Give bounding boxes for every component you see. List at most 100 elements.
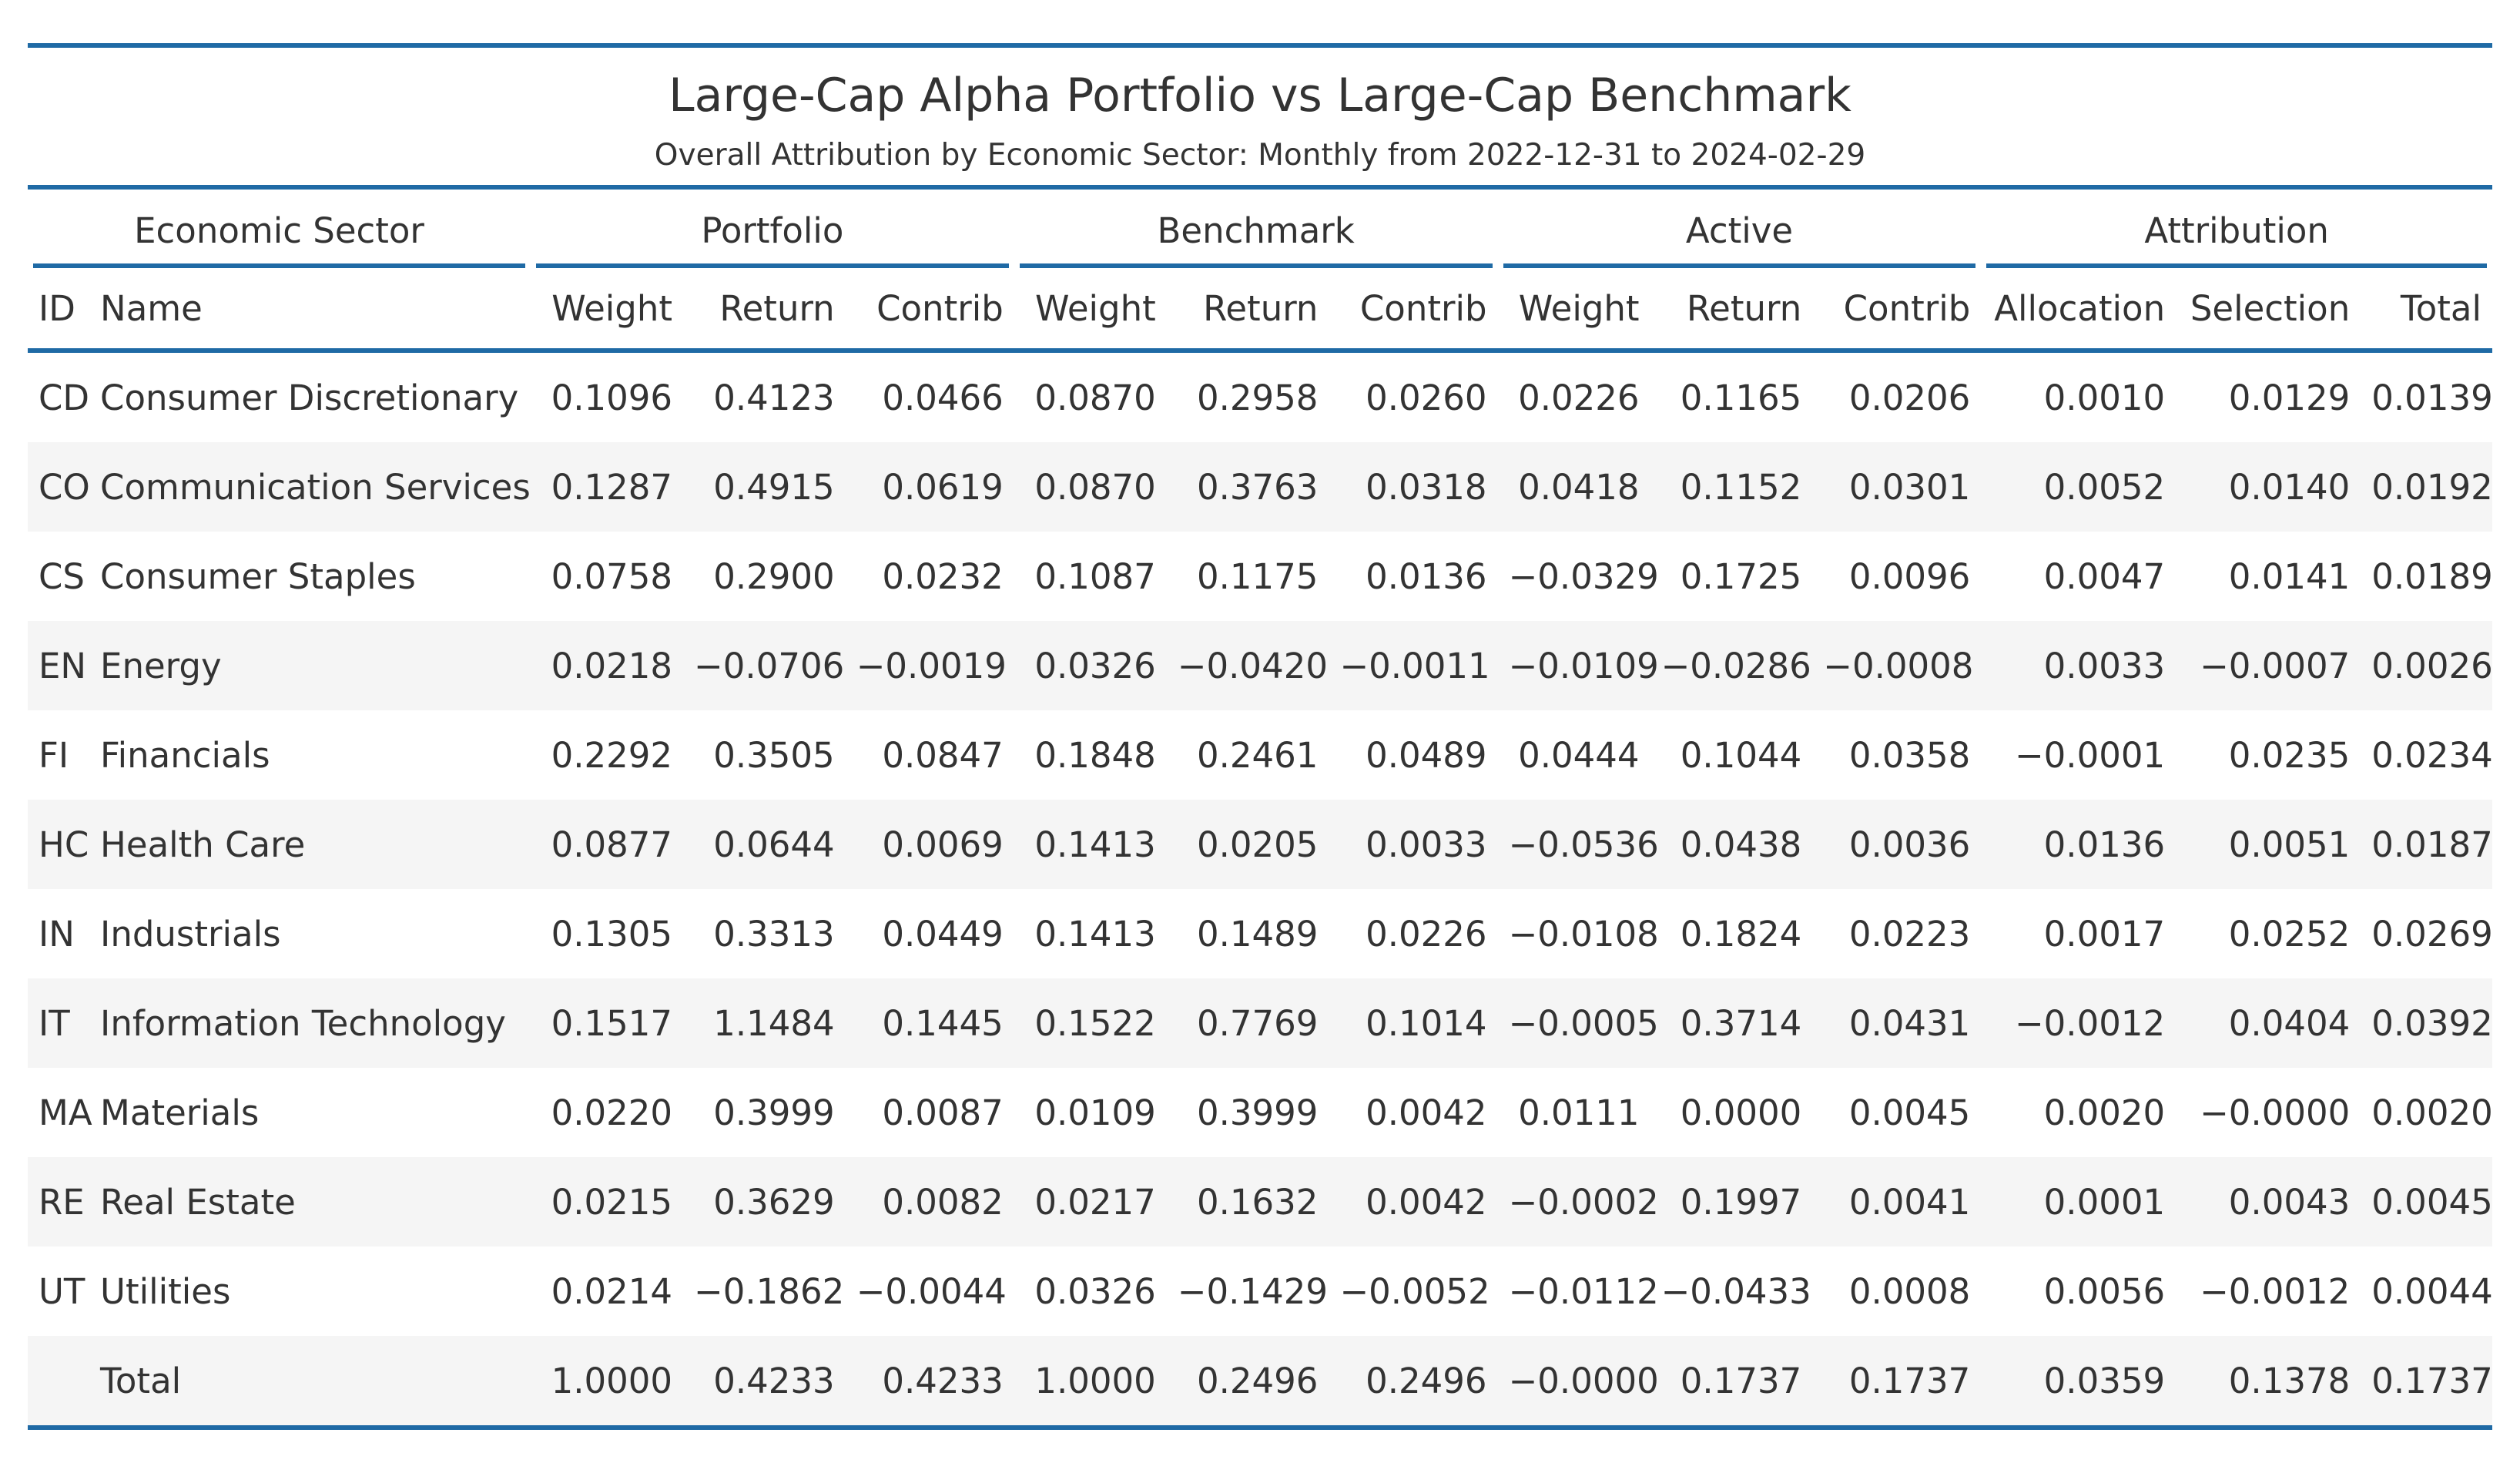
cell-benchmark-weight: 0.0217 bbox=[1014, 1157, 1167, 1247]
cell-name: Industrials bbox=[100, 913, 281, 955]
cell-active-contrib: 0.1737 bbox=[1812, 1336, 1982, 1430]
cell-total: 0.0187 bbox=[2361, 800, 2493, 889]
col-header-selection: Selection bbox=[2176, 268, 2361, 353]
cell-selection: 0.1378 bbox=[2176, 1336, 2361, 1430]
cell-allocation: 0.0047 bbox=[2043, 555, 2166, 597]
table-row: HC Health Care 0.0877 0.0644 0.0069 0.1413 0.0… bbox=[28, 800, 2493, 889]
cell-active-weight: −0.0109 bbox=[1497, 621, 1659, 710]
cell-allocation: 0.0359 bbox=[1981, 1336, 2177, 1430]
cell-selection: 0.0043 bbox=[2176, 1157, 2361, 1247]
col-header-allocation: Allocation bbox=[1981, 268, 2177, 353]
cell-total: 0.0234 bbox=[2371, 734, 2493, 776]
cell-total: 0.0045 bbox=[2361, 1157, 2493, 1247]
cell-id bbox=[28, 1336, 90, 1430]
cell-name: Materials bbox=[100, 1092, 260, 1133]
cell-active-return: 0.0000 bbox=[1680, 1092, 1802, 1133]
top-rule bbox=[28, 43, 2492, 48]
table-row: MA Materials 0.0220 0.3999 0.0087 0.0109 0.399… bbox=[28, 1068, 2493, 1157]
cell-benchmark-contrib: 0.0226 bbox=[1366, 913, 1487, 955]
cell-portfolio-weight: 0.2292 bbox=[551, 734, 673, 776]
cell-benchmark-weight: 0.1522 bbox=[1014, 978, 1167, 1068]
cell-benchmark-weight: 0.0870 bbox=[1034, 377, 1156, 418]
cell-active-contrib: 0.0358 bbox=[1848, 734, 1971, 776]
column-header-row: ID Name Weight Return Contrib Weight Ret… bbox=[28, 268, 2492, 353]
cell-id: EN bbox=[28, 621, 90, 710]
cell-active-weight: −0.0000 bbox=[1497, 1336, 1659, 1430]
cell-portfolio-weight: 0.0214 bbox=[551, 1270, 673, 1312]
cell-benchmark-contrib: 0.0260 bbox=[1366, 377, 1487, 418]
spanner-header-row: Economic Sector Portfolio Benchmark Acti… bbox=[28, 185, 2492, 268]
cell-total: 0.0044 bbox=[2371, 1270, 2493, 1312]
cell-selection: 0.0235 bbox=[2228, 734, 2351, 776]
cell-active-return: 0.1824 bbox=[1680, 913, 1802, 955]
cell-portfolio-return: −0.1862 bbox=[694, 1270, 845, 1312]
cell-id: CS bbox=[39, 555, 85, 597]
cell-allocation: 0.0001 bbox=[1981, 1157, 2177, 1247]
cell-id: IT bbox=[28, 978, 90, 1068]
cell-active-weight: 0.0418 bbox=[1497, 442, 1650, 532]
cell-benchmark-return: 0.1489 bbox=[1196, 913, 1319, 955]
cell-active-contrib: 0.0045 bbox=[1848, 1092, 1971, 1133]
cell-selection: 0.0252 bbox=[2228, 913, 2351, 955]
cell-id: HC bbox=[28, 800, 90, 889]
cell-total: 0.0026 bbox=[2361, 621, 2493, 710]
cell-name: Communication Services bbox=[89, 442, 531, 532]
cell-benchmark-return: −0.1429 bbox=[1177, 1270, 1328, 1312]
cell-benchmark-contrib: 0.0136 bbox=[1366, 555, 1487, 597]
cell-benchmark-return: 0.1632 bbox=[1166, 1157, 1329, 1247]
cell-portfolio-contrib: 0.0466 bbox=[882, 377, 1004, 418]
spanner-economic-sector: Economic Sector bbox=[28, 185, 531, 268]
cell-active-return: −0.0433 bbox=[1660, 1270, 1811, 1312]
cell-selection: 0.0141 bbox=[2228, 555, 2351, 597]
cell-total: 0.0139 bbox=[2371, 377, 2493, 418]
cell-portfolio-weight: 0.1096 bbox=[551, 377, 673, 418]
col-header-benchmark-contrib: Contrib bbox=[1329, 268, 1498, 353]
cell-portfolio-weight: 0.0877 bbox=[531, 800, 684, 889]
cell-active-return: 0.1165 bbox=[1680, 377, 1802, 418]
cell-portfolio-contrib: −0.0019 bbox=[845, 621, 1014, 710]
cell-portfolio-return: 0.4233 bbox=[683, 1336, 846, 1430]
col-header-benchmark-return: Return bbox=[1166, 268, 1329, 353]
col-header-active-return: Return bbox=[1650, 268, 1813, 353]
cell-name: Real Estate bbox=[89, 1157, 531, 1247]
cell-active-return: 0.1737 bbox=[1650, 1336, 1813, 1430]
cell-selection: 0.0404 bbox=[2176, 978, 2361, 1068]
cell-benchmark-return: 0.2958 bbox=[1196, 377, 1319, 418]
cell-benchmark-return: 0.2496 bbox=[1166, 1336, 1329, 1430]
cell-portfolio-return: 0.3629 bbox=[683, 1157, 846, 1247]
table-row: FI Financials 0.2292 0.3505 0.0847 0.1848 0.24… bbox=[28, 710, 2493, 800]
cell-active-weight: −0.0005 bbox=[1497, 978, 1659, 1068]
cell-benchmark-contrib: −0.0011 bbox=[1329, 621, 1498, 710]
cell-benchmark-contrib: 0.1014 bbox=[1329, 978, 1498, 1068]
cell-portfolio-return: 1.1484 bbox=[683, 978, 846, 1068]
cell-portfolio-contrib: 0.1445 bbox=[845, 978, 1014, 1068]
cell-active-contrib: 0.0036 bbox=[1812, 800, 1982, 889]
cell-active-return: 0.1152 bbox=[1650, 442, 1813, 532]
cell-active-weight: −0.0002 bbox=[1497, 1157, 1659, 1247]
cell-allocation: −0.0001 bbox=[2014, 734, 2166, 776]
cell-benchmark-contrib: −0.0052 bbox=[1339, 1270, 1490, 1312]
cell-selection: −0.0007 bbox=[2176, 621, 2361, 710]
cell-active-contrib: −0.0008 bbox=[1812, 621, 1982, 710]
cell-benchmark-return: 0.3999 bbox=[1196, 1092, 1319, 1133]
cell-benchmark-contrib: 0.0042 bbox=[1366, 1092, 1487, 1133]
cell-benchmark-contrib: 0.0489 bbox=[1366, 734, 1487, 776]
table-row: Total 1.0000 0.4233 0.4233 1.0000 0.2496 0.249… bbox=[28, 1336, 2493, 1430]
cell-benchmark-contrib: 0.0318 bbox=[1329, 442, 1498, 532]
cell-benchmark-return: 0.0205 bbox=[1166, 800, 1329, 889]
cell-name: Utilities bbox=[100, 1270, 231, 1312]
cell-selection: −0.0000 bbox=[2200, 1092, 2351, 1133]
cell-allocation: 0.0017 bbox=[2043, 913, 2166, 955]
cell-selection: −0.0012 bbox=[2200, 1270, 2351, 1312]
table-row: CS Consumer Staples 0.0758 0.2900 0.0232 0.10… bbox=[28, 532, 2493, 621]
col-header-portfolio-weight: Weight bbox=[531, 268, 684, 353]
cell-allocation: 0.0020 bbox=[2043, 1092, 2166, 1133]
cell-portfolio-return: 0.0644 bbox=[683, 800, 846, 889]
cell-portfolio-contrib: 0.0232 bbox=[882, 555, 1004, 597]
cell-name: Health Care bbox=[89, 800, 531, 889]
cell-allocation: −0.0012 bbox=[1981, 978, 2177, 1068]
cell-benchmark-weight: 0.1413 bbox=[1034, 913, 1156, 955]
cell-active-weight: 0.0111 bbox=[1518, 1092, 1640, 1133]
cell-benchmark-weight: 0.0326 bbox=[1014, 621, 1167, 710]
cell-allocation: 0.0136 bbox=[1981, 800, 2177, 889]
